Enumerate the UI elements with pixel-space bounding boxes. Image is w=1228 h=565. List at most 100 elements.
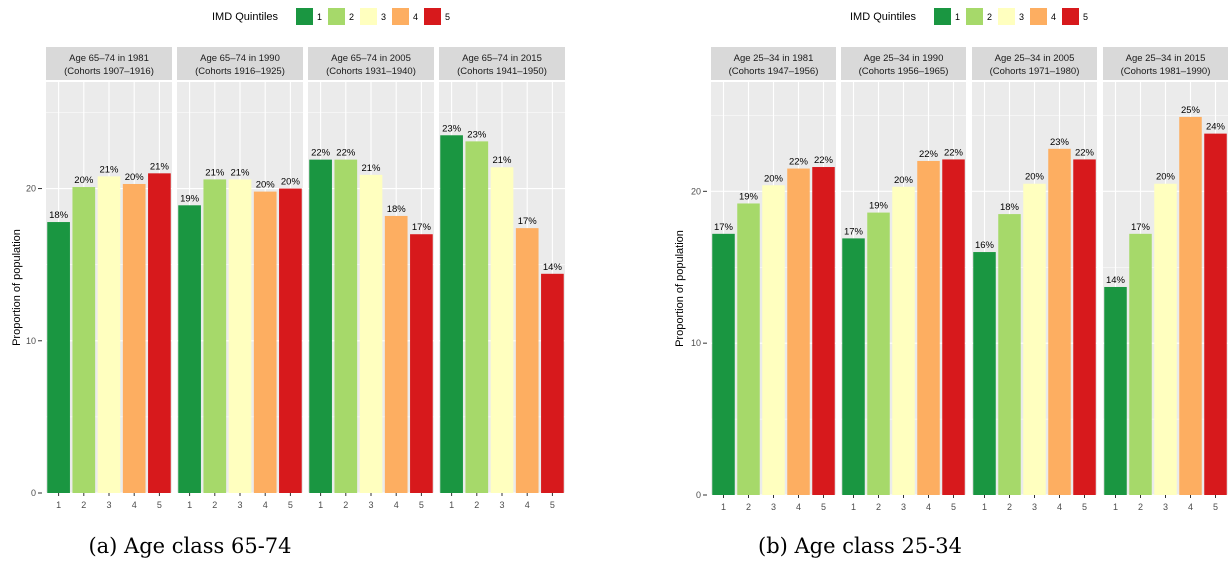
bar-value-label: 22%: [311, 148, 331, 159]
bar-value-label: 22%: [814, 155, 834, 166]
bar-quintile-5: [279, 188, 302, 494]
bar-quintile-2: [867, 212, 890, 496]
bar-quintile-3: [892, 186, 915, 496]
legend-swatch-1: [296, 8, 313, 25]
x-tick-label: 1: [1113, 502, 1118, 512]
facet-panel: Age 25–34 in 2005 (Cohorts 1971–1980) 16% 1…: [972, 47, 1097, 512]
facet-title-line2: (Cohorts 1907–1916): [64, 66, 154, 77]
bar-value-label: 22%: [944, 147, 964, 158]
bar-value-label: 17%: [1131, 222, 1151, 233]
facet-title-line1: Age 65–74 in 2005: [331, 53, 411, 64]
x-tick-label: 2: [212, 500, 217, 510]
bar-value-label: 23%: [1050, 137, 1070, 148]
x-tick-label: 1: [56, 500, 61, 510]
bar-quintile-2: [465, 141, 489, 493]
x-tick-label: 3: [1163, 502, 1168, 512]
bar-quintile-3: [97, 176, 121, 493]
bar-quintile-1: [178, 205, 201, 494]
facet-panel: Age 65–74 in 1981 (Cohorts 1907–1916) 18% 1…: [46, 47, 172, 510]
x-tick-label: 2: [1007, 502, 1012, 512]
bar-quintile-2: [1129, 233, 1152, 495]
bar-value-label: 24%: [1206, 122, 1226, 133]
bar-value-label: 25%: [1181, 105, 1201, 116]
legend-title: IMD Quintiles: [850, 11, 917, 23]
legend-title: IMD Quintiles: [212, 11, 279, 23]
bar-value-label: 19%: [869, 201, 889, 212]
bar-value-label: 21%: [230, 167, 250, 178]
legend-label-2: 2: [349, 12, 354, 22]
legend-label-3: 3: [381, 12, 386, 22]
y-tick-label: 20: [691, 186, 701, 196]
x-tick-label: 2: [343, 500, 348, 510]
x-tick-label: 3: [1032, 502, 1037, 512]
bar-quintile-1: [712, 233, 735, 495]
bar-value-label: 16%: [975, 240, 995, 251]
bar-quintile-5: [812, 167, 835, 495]
bar-quintile-4: [515, 228, 539, 493]
facet-title-line2: (Cohorts 1941–1950): [457, 66, 547, 77]
bar-value-label: 18%: [387, 204, 407, 215]
x-tick-label: 5: [157, 500, 162, 510]
chart-a: IMD Quintiles 1 2 3 4 5 Proportion of populati…: [11, 8, 565, 558]
facet-strip: [308, 47, 434, 80]
x-tick-label: 5: [821, 502, 826, 512]
bar-value-label: 20%: [281, 177, 301, 188]
y-axis-label: Proportion of population: [674, 230, 686, 347]
x-tick-label: 1: [449, 500, 454, 510]
legend-label-2: 2: [987, 12, 992, 22]
facet-title-line1: Age 25–34 in 1990: [864, 53, 944, 64]
bar-quintile-5: [541, 273, 564, 493]
bar-value-label: 22%: [789, 157, 809, 168]
bar-value-label: 22%: [1075, 147, 1095, 158]
x-tick-label: 2: [1138, 502, 1143, 512]
facet-panel: Age 25–34 in 1990 (Cohorts 1956–1965) 17% 1…: [841, 47, 966, 512]
x-tick-label: 1: [318, 500, 323, 510]
bar-value-label: 14%: [1106, 275, 1126, 286]
x-tick-label: 2: [474, 500, 479, 510]
bar-quintile-4: [917, 160, 940, 496]
x-tick-label: 5: [550, 500, 555, 510]
x-tick-label: 3: [368, 500, 373, 510]
bar-quintile-5: [942, 159, 965, 495]
x-tick-label: 4: [1188, 502, 1193, 512]
bar-value-label: 21%: [361, 163, 381, 174]
facet-strip: [1103, 47, 1228, 80]
bar-value-label: 17%: [714, 222, 734, 233]
bar-value-label: 22%: [336, 148, 356, 159]
bar-value-label: 20%: [256, 180, 276, 191]
x-tick-label: 4: [263, 500, 268, 510]
bar-value-label: 20%: [764, 173, 784, 184]
bar-quintile-2: [998, 214, 1021, 496]
x-tick-label: 1: [721, 502, 726, 512]
x-tick-label: 3: [499, 500, 504, 510]
bar-quintile-5: [1073, 159, 1096, 495]
x-tick-label: 4: [525, 500, 530, 510]
facet-title-line2: (Cohorts 1971–1980): [990, 66, 1080, 77]
facet-title-line2: (Cohorts 1916–1925): [195, 66, 285, 77]
facet-title-line1: Age 65–74 in 1981: [69, 53, 149, 64]
bar-quintile-5: [1204, 133, 1227, 495]
bar-quintile-1: [973, 252, 996, 495]
x-tick-label: 1: [187, 500, 192, 510]
facet-title-line2: (Cohorts 1956–1965): [859, 66, 949, 77]
legend: IMD Quintiles 1 2 3 4 5: [850, 8, 1088, 25]
bar-quintile-1: [440, 135, 463, 493]
bar-quintile-1: [309, 159, 332, 493]
bar-quintile-4: [384, 215, 408, 493]
facet-title-line1: Age 25–34 in 2005: [995, 53, 1075, 64]
bar-value-label: 23%: [442, 123, 462, 134]
bar-quintile-2: [334, 159, 358, 493]
bar-value-label: 17%: [844, 226, 864, 237]
legend-swatch-4: [392, 8, 409, 25]
x-tick-label: 5: [419, 500, 424, 510]
x-tick-label: 5: [288, 500, 293, 510]
legend-swatch-2: [328, 8, 345, 25]
bar-quintile-4: [787, 168, 810, 495]
facet-title-line2: (Cohorts 1981–1990): [1121, 66, 1211, 77]
bar-value-label: 21%: [205, 167, 225, 178]
facet-strip: [972, 47, 1097, 80]
figure-caption: (a) Age class 65-74: [88, 534, 291, 558]
figure-caption: (b) Age class 25-34: [758, 534, 962, 558]
x-tick-label: 5: [1082, 502, 1087, 512]
bar-value-label: 14%: [543, 262, 563, 273]
